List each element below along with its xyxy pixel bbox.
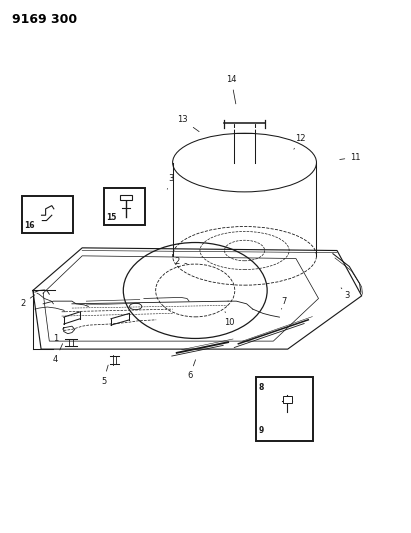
Text: 3: 3	[167, 174, 173, 189]
Text: 10: 10	[224, 312, 235, 327]
Text: 1: 1	[53, 327, 64, 343]
FancyBboxPatch shape	[104, 188, 145, 225]
Text: 4: 4	[53, 344, 62, 364]
Text: 15: 15	[106, 213, 117, 222]
Text: 9: 9	[259, 426, 264, 435]
Text: 12: 12	[294, 134, 305, 149]
Text: 9169 300: 9169 300	[12, 13, 77, 26]
Text: 2: 2	[20, 295, 35, 308]
Text: 13: 13	[178, 116, 199, 132]
Text: 11: 11	[340, 153, 361, 161]
Text: 6: 6	[187, 360, 196, 380]
Text: 7: 7	[281, 297, 286, 309]
FancyBboxPatch shape	[283, 396, 291, 403]
FancyBboxPatch shape	[120, 195, 132, 200]
Text: 16: 16	[24, 221, 35, 230]
FancyBboxPatch shape	[256, 377, 313, 441]
FancyBboxPatch shape	[22, 196, 73, 233]
Text: 2: 2	[174, 257, 187, 265]
Text: 3: 3	[341, 288, 350, 300]
Text: 14: 14	[226, 76, 237, 104]
Text: 8: 8	[259, 383, 264, 392]
Text: 5: 5	[101, 365, 108, 385]
